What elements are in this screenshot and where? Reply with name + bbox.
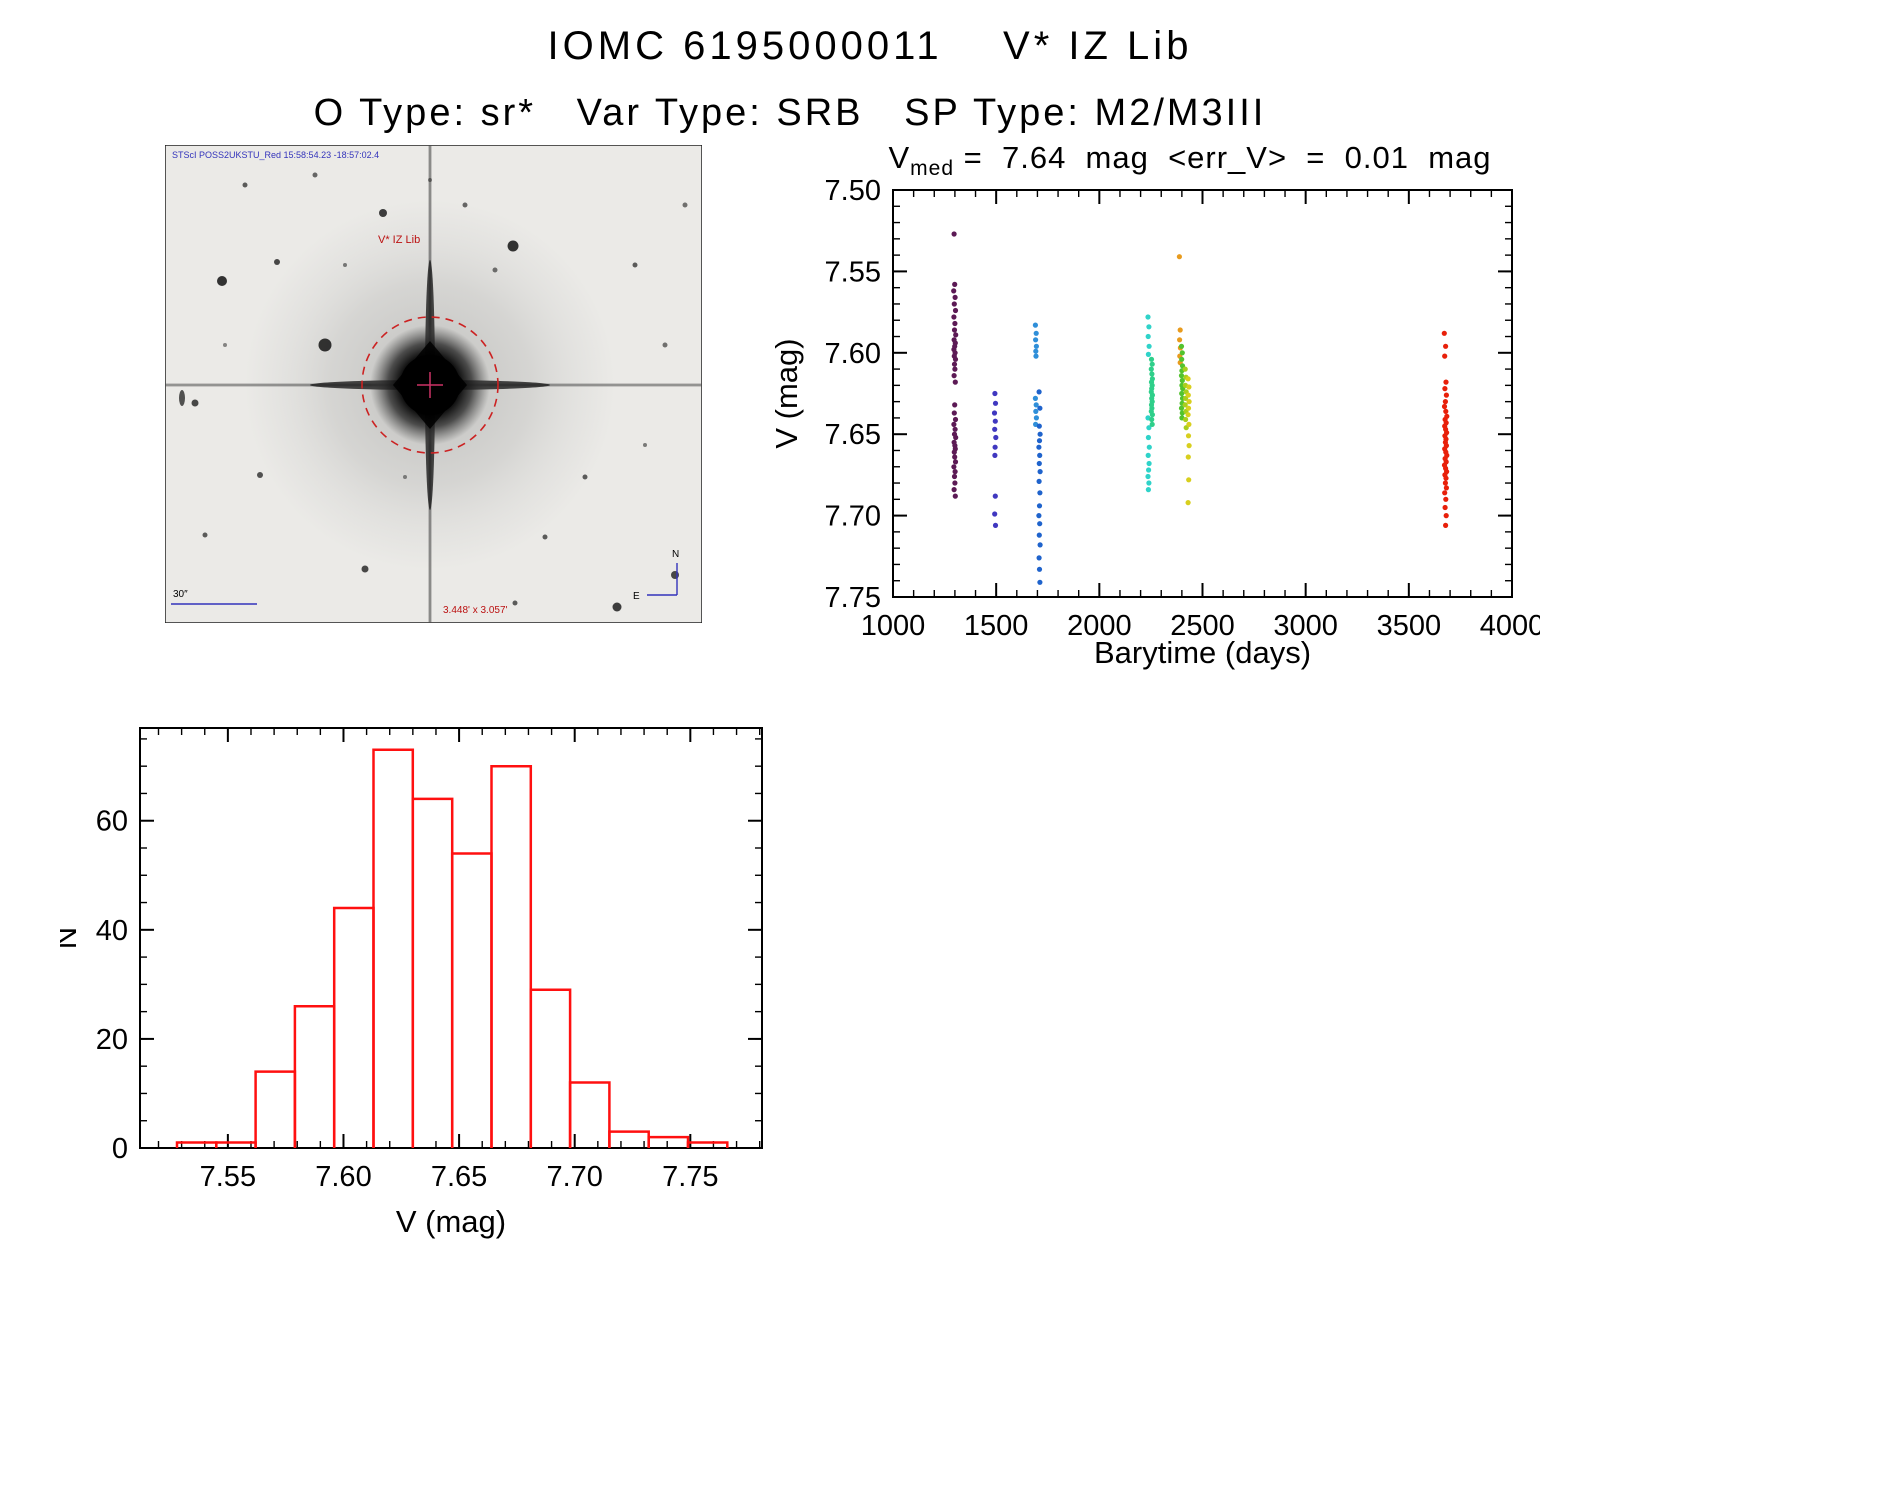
histogram-bar	[647, 1135, 690, 1148]
page-title: IOMC 6195000011 V* IZ Lib	[547, 24, 1193, 68]
histogram-svg: 7.55 7.60 7.65 7.70 7.75 0 20 40 60 V (mag) N	[48, 727, 763, 1239]
x-tick-label: 3500	[1377, 610, 1442, 642]
histogram-bar	[529, 988, 572, 1148]
y-tick-label: 0	[112, 1133, 128, 1165]
x-axis-label: V (mag)	[396, 1204, 506, 1239]
edge-artifact	[179, 390, 185, 406]
x-tick-label: 7.60	[315, 1161, 371, 1193]
fov-label: 3.448' x 3.057'	[443, 605, 508, 616]
series-epoch-3680	[1441, 330, 1450, 528]
lightcurve-plot: 1000 1500 2000 2500 3000 3500 4000 7.50 7.55 7.60…	[769, 135, 1544, 700]
histogram-bar	[372, 748, 415, 1148]
series-epoch-1690	[1032, 322, 1039, 427]
scale-bar: 30″	[171, 589, 257, 605]
x-tick-label: 7.55	[200, 1161, 256, 1193]
y-tick-label: 7.55	[825, 256, 881, 288]
x-tick-label: 1000	[861, 610, 926, 642]
x-tick-label: 3000	[1273, 610, 1338, 642]
histogram-bar	[254, 1070, 297, 1148]
y-tick-label: 20	[96, 1024, 128, 1056]
histogram-bar	[686, 1141, 729, 1148]
series-epoch-2255	[1148, 356, 1155, 427]
y-axis-label: V (mag)	[770, 338, 804, 448]
y-tick-label: 7.60	[825, 338, 881, 370]
y-tick-label: 7.75	[825, 582, 881, 614]
background-stars	[191, 172, 688, 612]
x-tick-label: 1500	[964, 610, 1029, 642]
finding-chart: V* IZ Lib STScI POSS2UKSTU_Red 15:58:54.…	[164, 144, 703, 628]
series-epoch-2432	[1185, 376, 1192, 506]
y-tick-label: 7.50	[825, 175, 881, 207]
histogram-bar	[332, 906, 375, 1148]
histogram-bar	[608, 1130, 650, 1148]
y-axis-label: N	[60, 927, 83, 949]
survey-caption: STScI POSS2UKSTU_Red 15:58:54.23 -18:57:…	[172, 150, 379, 160]
lightcurve-title-var: V	[888, 140, 911, 175]
target-label: V* IZ Lib	[378, 234, 420, 246]
lightcurve-title-sub: med	[910, 157, 955, 181]
compass-north-label: N	[672, 549, 679, 560]
aperture-annotations	[361, 316, 499, 454]
y-tick-label: 60	[96, 806, 128, 838]
compass: N E	[633, 549, 679, 602]
scale-label: 30″	[173, 589, 188, 600]
lightcurve-svg: 1000 1500 2000 2500 3000 3500 4000 7.50 7.55 7.60…	[769, 175, 1544, 670]
x-tick-label: 4000	[1480, 610, 1540, 642]
y-tick-label: 40	[96, 915, 128, 947]
x-axis-label: Barytime (days)	[1094, 635, 1311, 670]
x-tick-label: 2500	[1170, 610, 1235, 642]
lightcurve-title-rest: = 7.64 mag <err_V> = 0.01 mag	[954, 140, 1492, 175]
histogram-bar	[411, 797, 454, 1148]
histogram-bars	[175, 748, 729, 1148]
y-tick-label: 7.65	[825, 419, 881, 451]
series-epoch-2240	[1145, 314, 1152, 493]
histogram-bar	[490, 764, 533, 1148]
aperture-circle	[361, 316, 499, 454]
histogram-bar	[450, 852, 493, 1148]
histogram-plot: 7.55 7.60 7.65 7.70 7.75 0 20 40 60 V (mag) N	[48, 700, 800, 1275]
series-epoch-1500	[991, 390, 999, 528]
series-epoch-1300	[951, 231, 959, 499]
series-epoch-1710	[1036, 389, 1043, 585]
page-subtitle: O Type: sr* Var Type: SRB SP Type: M2/M3…	[313, 92, 1267, 134]
histogram-bar	[293, 1004, 336, 1148]
finding-chart-svg: V* IZ Lib STScI POSS2UKSTU_Red 15:58:54.…	[164, 144, 703, 624]
y-tick-label: 7.70	[825, 501, 881, 533]
lightcurve-title: Vmed = 7.64 mag <err_V> = 0.01 mag	[835, 140, 1545, 181]
x-tick-label: 2000	[1067, 610, 1132, 642]
x-tick-label: 7.70	[546, 1161, 602, 1193]
histogram-bar	[568, 1081, 611, 1148]
x-tick-label: 7.75	[662, 1161, 718, 1193]
compass-east-label: E	[633, 591, 640, 602]
plot-frame	[892, 189, 1513, 598]
x-tick-label: 7.65	[431, 1161, 487, 1193]
